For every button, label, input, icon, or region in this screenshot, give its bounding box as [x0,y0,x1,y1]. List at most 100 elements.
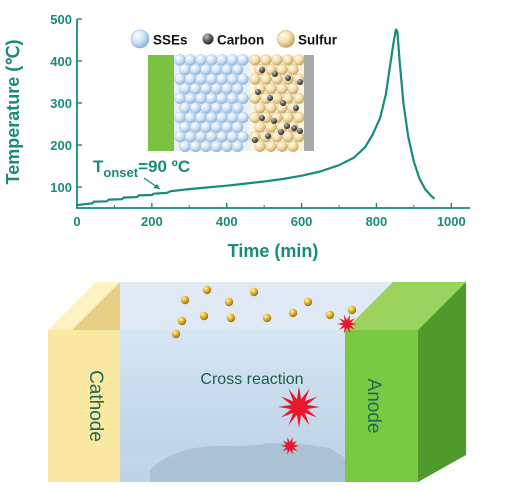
sse-sphere [231,102,244,114]
anode-top-face [345,282,466,330]
sulfur-particle [325,310,335,320]
sulfur-particle [262,313,272,323]
carbon-sphere [280,100,286,106]
inset-cathode-bar [148,55,174,151]
x-tick-label: 600 [291,214,313,229]
legend-label-sulfur: Sulfur [298,33,338,48]
sse-sphere [237,130,249,143]
y-tick-label: 100 [50,180,72,195]
onset-annotation: Tonset=90 ºC [93,157,190,190]
sulfur-particle [347,305,357,315]
sulfur-sphere [287,140,299,153]
inset-sse-spheres [174,54,249,153]
sse-sphere [179,140,191,153]
x-tick-label: 0 [73,214,80,229]
sulfur-particle [171,329,181,339]
y-tick-label: 500 [50,12,72,27]
carbon-sphere [267,95,273,101]
carbon-sphere [272,71,278,77]
sulfur-sphere [265,121,277,133]
onset-label-main: T [93,157,104,176]
onset-arrow-head-icon [153,184,160,189]
sse-sphere [221,140,233,153]
carbon-sphere-icon [202,33,214,45]
carbon-sphere [291,125,297,131]
anode-label: Anode [363,379,384,434]
sulfur-sphere [265,102,277,114]
inset-legend: SSEs Carbon Sulfur [130,29,338,49]
sulfur-sphere [260,54,272,66]
sse-sphere [231,140,244,153]
sulfur-particle [177,316,187,326]
electrolyte-top-surface [72,282,393,330]
sse-sphere [210,140,223,153]
carbon-sphere [297,128,303,134]
sulfur-sphere [265,83,277,95]
sse-sphere [237,73,249,85]
cathode-front-panel [48,330,120,482]
onset-label-sub: onset [103,165,138,180]
y-tick-label: 200 [50,138,72,153]
sse-sphere [237,111,249,124]
sulfur-sphere [249,73,261,85]
sulfur-sphere [282,54,294,66]
inset-composite-spheres [249,54,305,153]
x-tick-label: 1000 [437,214,466,229]
sulfur-particle [180,295,190,305]
y-tick-label: 400 [50,54,72,69]
cathode-label: Cathode [85,370,106,442]
sulfur-particle [199,311,209,321]
sulfur-sphere [293,111,305,124]
reaction-burst-icon [281,437,299,455]
carbon-sphere [265,133,271,139]
sse-sphere-icon [130,29,150,49]
cell-diagram: Cathode Anode Cross reaction [48,282,466,482]
sulfur-sphere [282,111,294,124]
carbon-sphere [271,118,277,124]
sulfur-particle [288,308,298,318]
carbon-sphere [278,129,284,135]
reaction-bursts [278,314,357,455]
sulfur-particle [202,285,212,295]
x-tick-label: 400 [216,214,238,229]
x-tick-label: 200 [141,214,163,229]
carbon-sphere [293,105,299,111]
x-axis: 0 200 400 600 800 1000 [73,203,466,229]
inset-current-collector [304,55,314,151]
reaction-burst-icon [337,314,357,334]
sse-sphere [231,83,244,95]
electrolyte-volume [120,330,393,482]
inset-schematic [148,54,314,153]
anode-side-face [418,282,466,482]
sse-sphere [237,92,249,105]
sulfur-sphere [249,54,261,66]
sulfur-sphere [293,54,305,66]
y-axis-title: Temperature (℃) [3,40,23,185]
carbon-sphere [285,75,291,81]
onset-label-rest: =90 ºC [138,157,190,176]
sse-sphere [200,140,212,153]
anode-front-face [345,330,418,482]
sse-sphere [237,54,249,66]
plot-frame [76,19,470,209]
carbon-sphere [259,67,265,73]
sulfur-sphere [260,73,272,85]
carbon-sphere [259,115,265,121]
sulfur-sphere [254,102,266,114]
carbon-sphere [252,137,258,143]
carbon-sphere [255,89,261,95]
sulfur-sphere [282,131,294,143]
sulfur-sphere [254,121,266,133]
sulfur-particle [224,297,234,307]
sulfur-sphere [293,92,305,105]
sulfur-sphere [287,63,299,76]
sulfur-sphere-icon [277,30,295,48]
liquid-surface [150,442,345,482]
sulfur-sphere [249,92,261,105]
legend-label-carbon: Carbon [217,33,264,48]
x-axis-title: Time (min) [228,241,319,261]
y-tick-label: 300 [50,96,72,111]
sulfur-sphere [276,63,288,76]
sse-sphere [231,63,244,76]
